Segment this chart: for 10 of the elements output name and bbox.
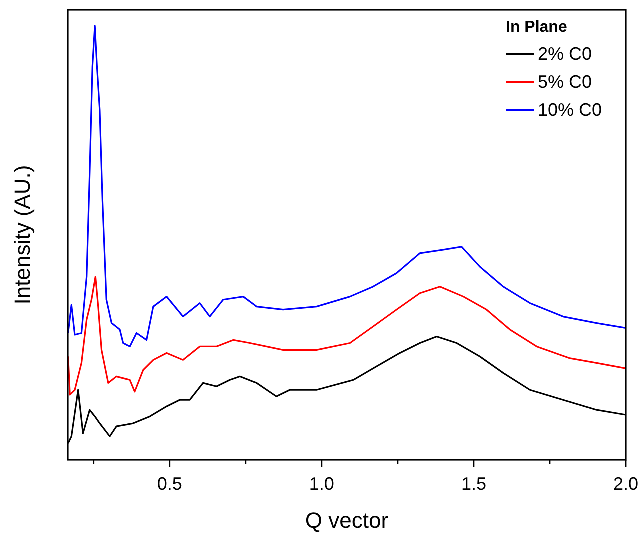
x-tick-label: 1.0 — [309, 474, 334, 494]
legend-label: 2% C0 — [538, 44, 592, 64]
x-tick-label: 1.5 — [461, 474, 486, 494]
x-tick-label: 0.5 — [157, 474, 182, 494]
legend-label: 10% C0 — [538, 100, 602, 120]
legend-title: In Plane — [506, 19, 568, 36]
x-axis-title: Q vector — [305, 508, 389, 533]
x-tick-label: 2.0 — [613, 474, 639, 494]
y-axis-title: Intensity (AU.) — [10, 165, 35, 305]
legend-label: 5% C0 — [538, 72, 592, 92]
